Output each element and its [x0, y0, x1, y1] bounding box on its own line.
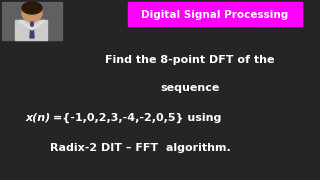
Polygon shape [20, 20, 44, 30]
Bar [15, 20, 47, 40]
Text: Digital Signal Processing: Digital Signal Processing [141, 10, 289, 20]
Text: Radix-2 DIT – FFT  algorithm.: Radix-2 DIT – FFT algorithm. [50, 143, 231, 153]
Text: ={-1,0,2,3,-4,-2,0,5} using: ={-1,0,2,3,-4,-2,0,5} using [53, 113, 221, 123]
FancyBboxPatch shape [2, 2, 62, 40]
Ellipse shape [22, 4, 42, 22]
Text: sequence: sequence [160, 83, 220, 93]
Polygon shape [30, 22, 34, 38]
Text: Find the 8-point DFT of the: Find the 8-point DFT of the [105, 55, 275, 65]
FancyBboxPatch shape [128, 2, 302, 26]
Text: x(n): x(n) [25, 113, 50, 123]
Ellipse shape [22, 2, 42, 14]
Bar [2, 2, 62, 40]
